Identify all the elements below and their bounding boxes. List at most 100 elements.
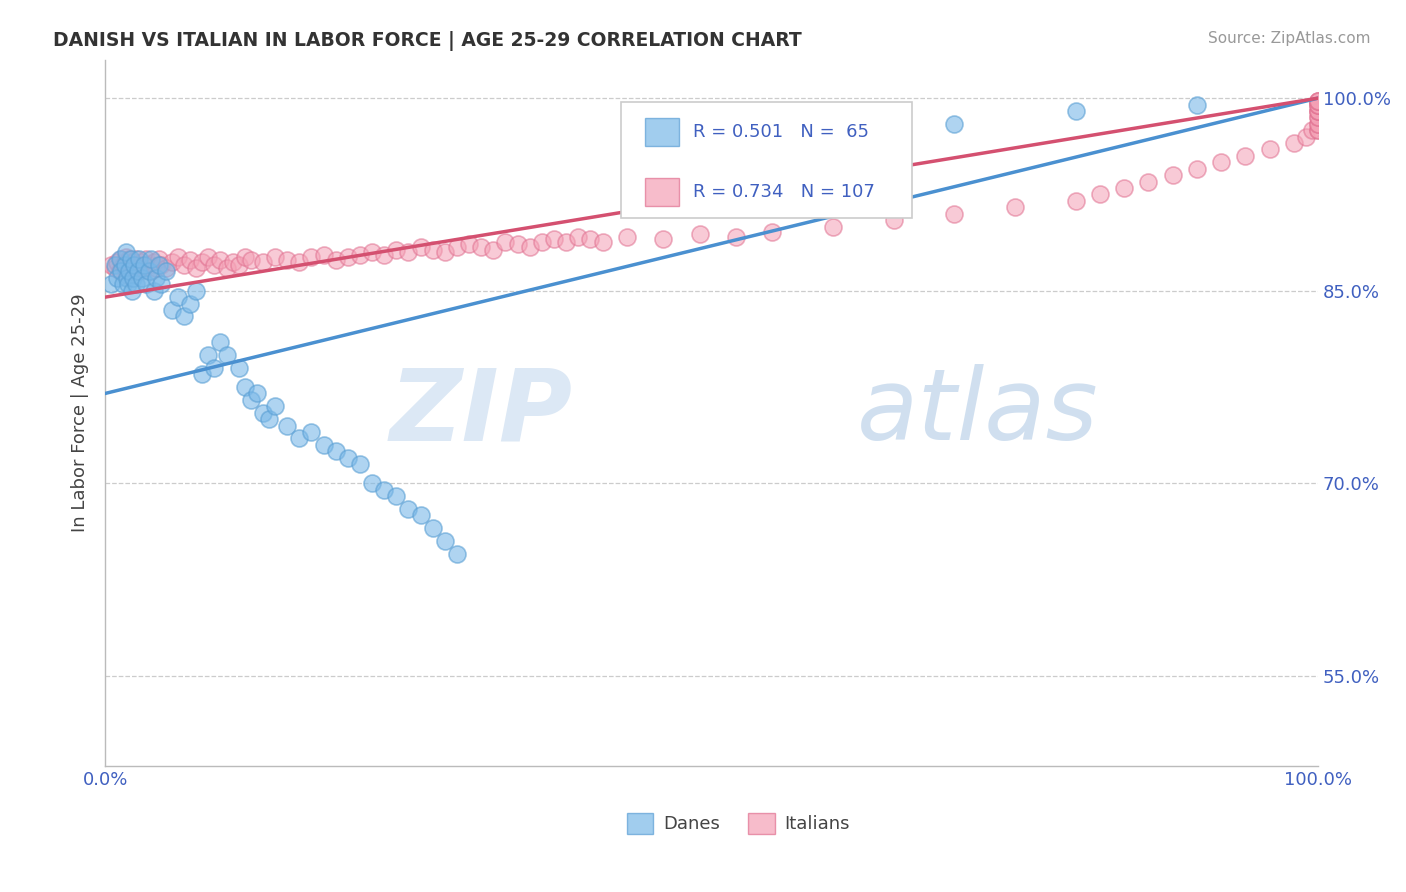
Point (1112, 181, 1135, 195)
Point (409, 508, 432, 523)
Point (1209, 155, 1232, 169)
Point (173, 258, 195, 272)
Point (145, 260, 167, 275)
Point (373, 248, 395, 262)
Text: Source: ZipAtlas.com: Source: ZipAtlas.com (1208, 31, 1371, 46)
Point (155, 260, 177, 275)
Point (724, 229, 747, 244)
Point (761, 225, 783, 239)
Point (689, 227, 711, 242)
Point (124, 252, 146, 266)
Point (141, 264, 163, 278)
Point (592, 235, 614, 249)
Point (173, 310, 195, 324)
Point (433, 534, 456, 549)
Text: DANISH VS ITALIAN IN LABOR FORCE | AGE 25-29 CORRELATION CHART: DANISH VS ITALIAN IN LABOR FORCE | AGE 2… (53, 31, 803, 51)
Point (124, 260, 146, 275)
Point (1308, 94, 1330, 108)
Point (1308, 97, 1330, 112)
Point (1282, 136, 1305, 150)
Point (943, 117, 966, 131)
Text: R = 0.501   N =  65: R = 0.501 N = 65 (693, 123, 869, 141)
Point (446, 547, 468, 561)
Point (138, 258, 160, 272)
Point (398, 245, 420, 260)
Bar (627, 814, 654, 834)
FancyBboxPatch shape (620, 102, 912, 219)
Point (1308, 123, 1330, 137)
Point (652, 232, 675, 246)
Point (579, 232, 602, 246)
Point (239, 252, 262, 267)
Point (233, 250, 256, 264)
Point (299, 250, 322, 264)
Point (121, 258, 143, 272)
Point (1234, 149, 1257, 163)
Point (108, 252, 131, 266)
Point (215, 260, 238, 275)
Point (422, 243, 444, 257)
Point (1308, 117, 1330, 131)
Point (135, 277, 157, 292)
Point (141, 252, 163, 266)
Point (482, 243, 505, 257)
Point (1295, 129, 1317, 144)
Point (191, 255, 214, 269)
Point (1088, 187, 1111, 202)
Point (288, 431, 311, 445)
Point (276, 252, 298, 267)
Point (121, 284, 143, 298)
Point (120, 264, 142, 278)
Point (1308, 103, 1330, 118)
Point (312, 438, 335, 452)
Point (117, 277, 139, 292)
Point (446, 240, 468, 254)
Bar (645, 178, 679, 206)
Point (104, 258, 127, 272)
Point (361, 245, 384, 260)
Point (1308, 103, 1330, 118)
Point (325, 252, 347, 267)
Point (197, 250, 219, 264)
Point (1308, 111, 1330, 125)
Point (167, 250, 190, 264)
Point (215, 348, 238, 362)
Point (114, 245, 136, 260)
Point (349, 457, 371, 471)
Point (228, 360, 250, 375)
Point (299, 425, 322, 439)
Text: R = 0.734   N = 107: R = 0.734 N = 107 (693, 184, 876, 202)
Point (1258, 143, 1281, 157)
Point (276, 418, 298, 433)
Point (470, 240, 492, 254)
Point (108, 264, 131, 278)
Point (1308, 94, 1330, 108)
Point (252, 406, 274, 420)
Point (458, 237, 481, 252)
Point (115, 271, 138, 285)
Point (433, 245, 456, 260)
Point (1004, 200, 1026, 214)
Point (422, 521, 444, 535)
Point (1308, 117, 1330, 131)
Point (131, 271, 153, 285)
Point (150, 258, 173, 272)
Point (530, 235, 553, 249)
Point (233, 380, 256, 394)
Point (1301, 123, 1323, 137)
Point (138, 264, 160, 278)
Point (118, 252, 141, 266)
Point (1308, 111, 1330, 125)
Point (135, 252, 157, 266)
Point (150, 277, 173, 292)
Point (128, 252, 150, 266)
Point (288, 255, 311, 269)
Point (312, 248, 335, 262)
Point (186, 260, 208, 275)
Point (1308, 97, 1330, 112)
Point (105, 271, 128, 285)
Point (1308, 123, 1330, 137)
Point (246, 386, 269, 401)
Point (1064, 103, 1087, 118)
Point (145, 271, 167, 285)
